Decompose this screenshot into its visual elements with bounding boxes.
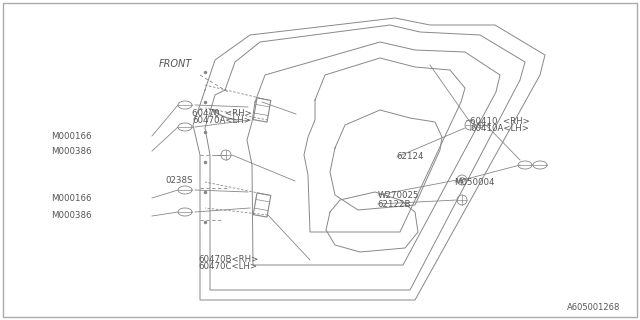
Text: 60410A<LH>: 60410A<LH> (470, 124, 529, 132)
Text: 62122B: 62122B (378, 200, 411, 209)
Text: M000166: M000166 (51, 132, 92, 140)
Text: 62124: 62124 (397, 152, 424, 161)
Text: W270025: W270025 (378, 191, 419, 200)
Text: 0238S: 0238S (165, 176, 193, 185)
Text: M050004: M050004 (454, 178, 495, 187)
Text: 60470C<LH>: 60470C<LH> (198, 262, 257, 271)
Text: M000386: M000386 (51, 212, 92, 220)
Text: M000386: M000386 (51, 147, 92, 156)
Text: A605001268: A605001268 (568, 303, 621, 312)
Text: 60410  <RH>: 60410 <RH> (470, 117, 530, 126)
Text: FRONT: FRONT (159, 59, 192, 69)
Text: M000166: M000166 (51, 194, 92, 203)
Text: 60470  <RH>: 60470 <RH> (192, 109, 252, 118)
Text: 60470A<LH>: 60470A<LH> (192, 116, 251, 124)
Text: 60470B<RH>: 60470B<RH> (198, 255, 259, 264)
